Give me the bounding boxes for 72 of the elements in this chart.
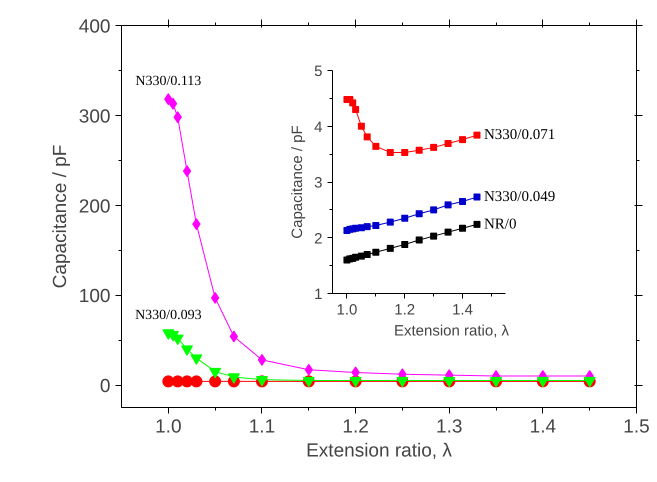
series-label: N330/0.049 xyxy=(484,189,556,206)
x-tick-label: 1.0 xyxy=(336,302,358,318)
y-axis-title: Capacitance / pF xyxy=(50,144,71,288)
point xyxy=(372,142,380,150)
point xyxy=(230,330,238,342)
point xyxy=(349,99,356,106)
x-axis-title: Extension ratio, λ xyxy=(394,322,510,340)
point xyxy=(228,373,240,384)
point xyxy=(401,240,408,248)
point xyxy=(352,106,360,114)
point xyxy=(401,214,408,222)
y-tick-label: 200 xyxy=(78,196,110,218)
x-tick-label: 1.5 xyxy=(623,416,650,438)
y-tick-label: 300 xyxy=(78,106,110,128)
y-tick-label: 100 xyxy=(78,286,110,308)
point xyxy=(181,345,194,356)
point xyxy=(372,248,380,256)
y-tick-label: 5 xyxy=(314,63,322,80)
point xyxy=(459,136,466,144)
point xyxy=(258,354,266,366)
y-tick-label: 4 xyxy=(314,118,322,136)
point xyxy=(352,254,360,261)
series-label: N330/0.113 xyxy=(135,74,202,90)
point xyxy=(459,198,466,206)
x-tick-label: 1.4 xyxy=(452,302,473,318)
point xyxy=(386,148,394,156)
point xyxy=(182,165,192,178)
point xyxy=(372,222,380,229)
y-tick-label: 0 xyxy=(100,376,111,398)
point xyxy=(473,220,480,228)
point xyxy=(364,250,371,258)
point xyxy=(430,232,438,240)
series-label: N330/0.093 xyxy=(135,308,202,323)
point xyxy=(386,218,394,226)
point xyxy=(364,133,371,140)
series-label: N330/0.071 xyxy=(484,127,556,144)
point xyxy=(430,206,438,214)
x-tick-label: 1.1 xyxy=(248,416,276,438)
point xyxy=(416,146,423,154)
point xyxy=(430,144,438,151)
point xyxy=(416,236,423,244)
point xyxy=(473,132,480,139)
point xyxy=(401,148,408,156)
point xyxy=(416,210,423,218)
x-tick-label: 1.4 xyxy=(530,416,557,438)
point xyxy=(192,218,201,230)
point xyxy=(444,201,452,208)
y-tick-label: 3 xyxy=(314,174,322,192)
x-tick-label: 1.2 xyxy=(342,416,369,438)
point xyxy=(444,140,452,148)
point xyxy=(459,224,466,232)
point xyxy=(190,354,202,365)
y-tick-label: 2 xyxy=(314,230,322,248)
point xyxy=(209,375,222,388)
x-tick-label: 1.0 xyxy=(155,416,182,438)
point xyxy=(209,368,222,378)
series-label: NR/0 xyxy=(484,216,516,232)
point xyxy=(351,366,360,378)
point xyxy=(168,98,178,110)
x-axis-title: Extension ratio, λ xyxy=(306,440,452,462)
point xyxy=(444,228,452,236)
x-tick-label: 1.2 xyxy=(394,302,416,318)
point xyxy=(358,122,365,130)
y-tick-label: 400 xyxy=(78,16,110,38)
x-tick-label: 1.3 xyxy=(436,416,462,438)
y-axis-title: Capacitance / pF xyxy=(289,125,306,239)
point xyxy=(210,292,220,304)
point xyxy=(473,194,480,201)
point xyxy=(190,375,202,388)
point xyxy=(364,223,371,230)
y-tick-label: 1 xyxy=(314,286,322,303)
point xyxy=(386,244,394,252)
